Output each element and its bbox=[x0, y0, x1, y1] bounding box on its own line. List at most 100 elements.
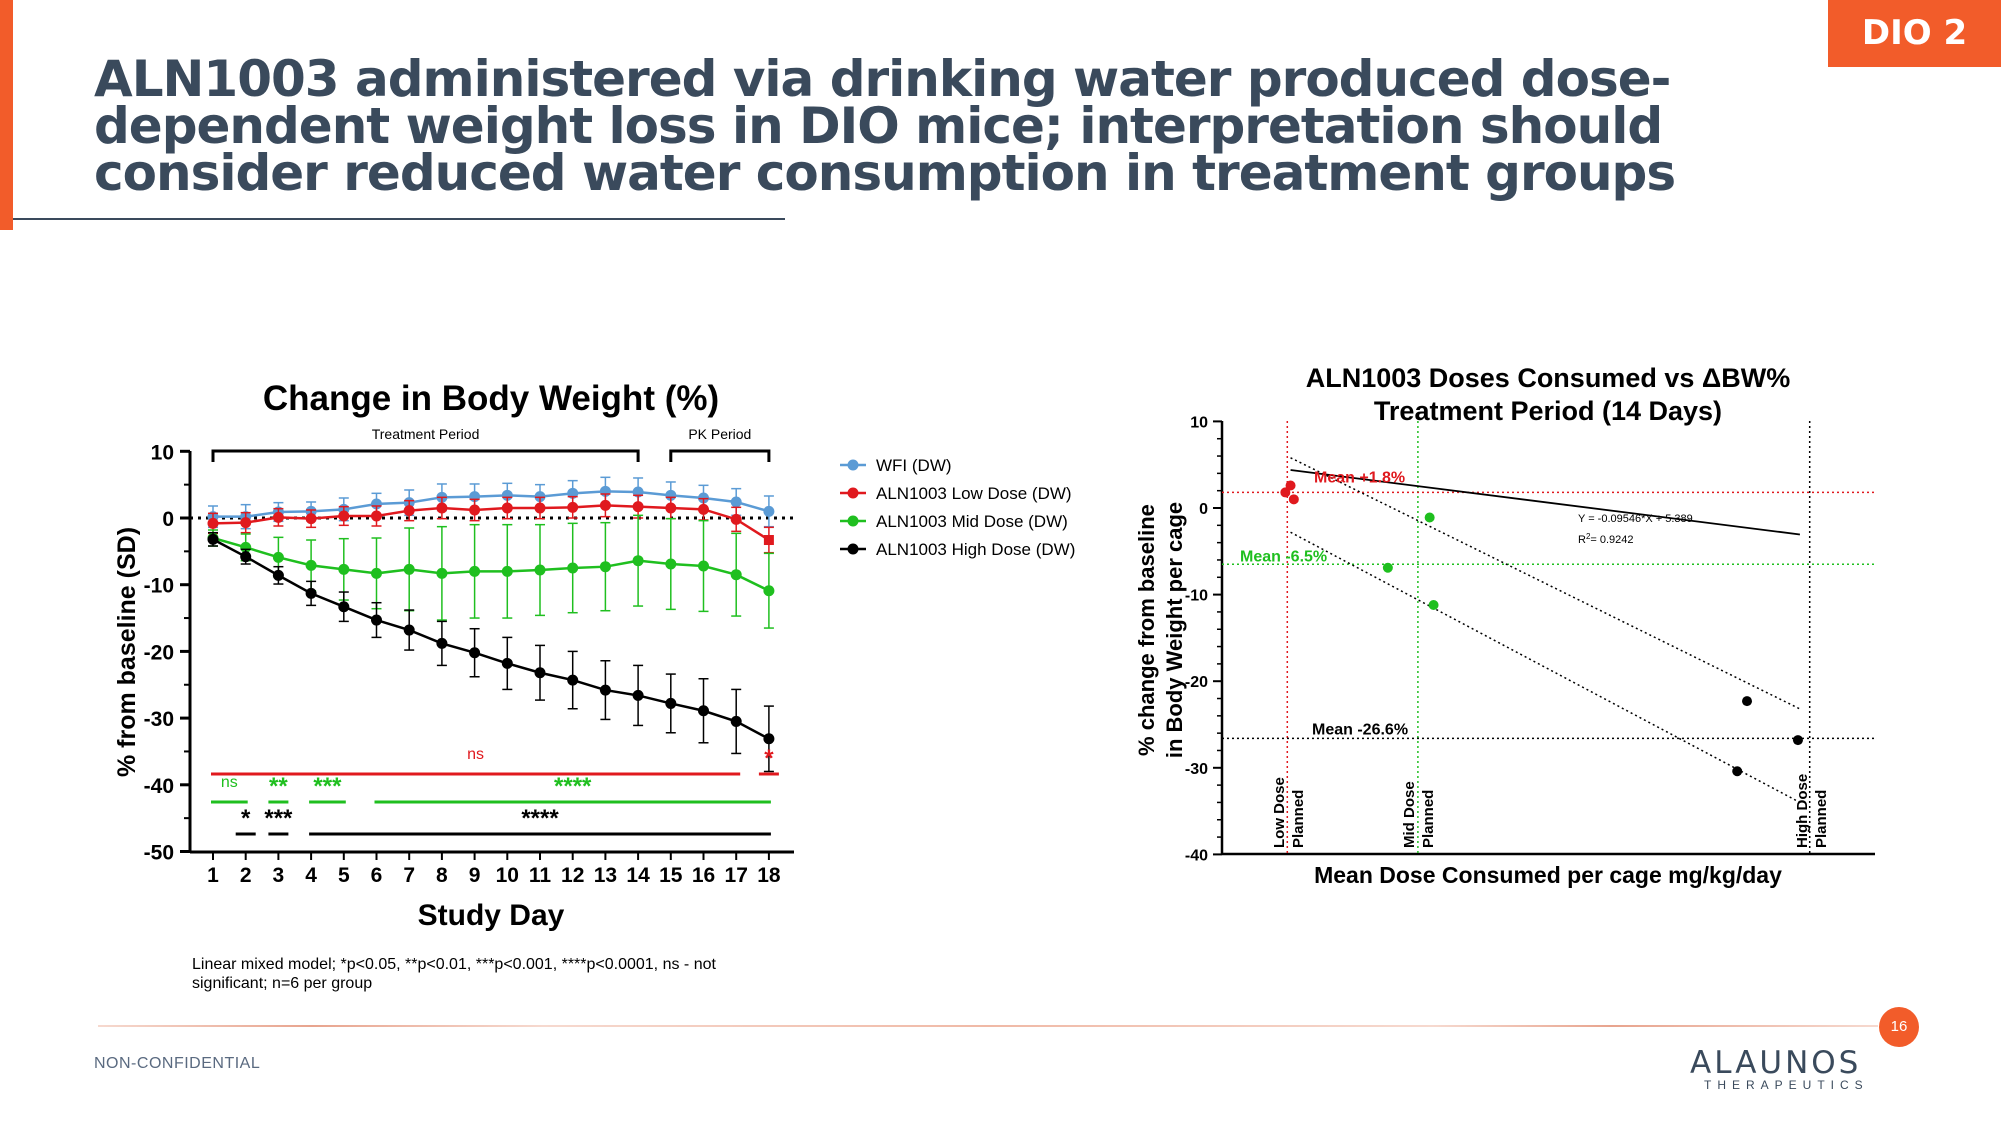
chart2-data-point bbox=[1424, 512, 1435, 523]
chart1-data-point bbox=[501, 502, 513, 514]
chart1-x-tick-label: 7 bbox=[403, 864, 415, 887]
chart2-y-axis-label-line1: % change from baseline bbox=[1134, 504, 1159, 756]
chart1-data-point bbox=[698, 705, 709, 717]
chart1-data-point bbox=[403, 624, 415, 636]
chart2-confidence-upper bbox=[1290, 457, 1801, 710]
chart1-legend-marker bbox=[847, 487, 859, 499]
chart1-data-point bbox=[338, 601, 350, 613]
chart2-y-tick-label: 10 bbox=[1190, 414, 1208, 431]
chart1-y-tick-label: 0 bbox=[162, 508, 174, 531]
chart2-data-point bbox=[1288, 494, 1299, 505]
chart1-data-point bbox=[403, 505, 415, 517]
chart2-planned-label-line2: Planned bbox=[1290, 790, 1307, 848]
chart1-data-point bbox=[240, 551, 252, 563]
chart1-data-point bbox=[305, 559, 317, 571]
chart2-r-squared: R2= 0.9242 bbox=[1578, 532, 1634, 546]
chart2-data-point bbox=[1382, 562, 1393, 573]
chart1-data-point bbox=[665, 502, 677, 514]
chart2-planned-label-line2: Planned bbox=[1420, 790, 1437, 848]
chart1-data-point bbox=[632, 689, 644, 701]
chart2-data-point bbox=[1285, 480, 1296, 491]
chart1-period-bracket bbox=[211, 449, 640, 462]
chart1-x-tick-label: 10 bbox=[496, 864, 519, 887]
chart2-y-tick-label: -20 bbox=[1185, 674, 1208, 691]
chart1-data-point bbox=[763, 585, 775, 597]
chart1-significance-label: **** bbox=[554, 773, 592, 800]
chart1-legend-marker bbox=[847, 459, 859, 471]
chart1-data-point bbox=[730, 513, 742, 525]
chart2-mean-label: Mean +1.8% bbox=[1314, 469, 1405, 486]
chart1-y-tick-label: 10 bbox=[151, 441, 174, 464]
body-weight-chart: Change in Body Weight (%) Study Day % from… bbox=[113, 379, 1075, 932]
chart1-significance-label: ns bbox=[467, 746, 484, 763]
chart1-data-point bbox=[763, 505, 775, 517]
chart1-data-point bbox=[730, 496, 742, 508]
chart1-data-point bbox=[305, 513, 317, 525]
chart1-legend-marker bbox=[847, 515, 859, 527]
chart1-data-point bbox=[698, 503, 709, 515]
chart1-data-point bbox=[436, 567, 448, 579]
chart1-x-tick-label: 12 bbox=[561, 864, 584, 887]
chart1-y-axis-label: % from baseline (SD) bbox=[113, 527, 141, 777]
chart1-significance-label: * bbox=[764, 745, 774, 772]
chart1-data-point bbox=[534, 564, 546, 576]
chart2-title-line1: ALN1003 Doses Consumed vs ΔBW% bbox=[1306, 363, 1791, 393]
chart2-data-point bbox=[1742, 696, 1753, 707]
chart1-x-tick-label: 3 bbox=[273, 864, 285, 887]
chart2-planned-label-line1: Mid Dose bbox=[1401, 781, 1418, 848]
chart1-significance-label: ** bbox=[269, 773, 288, 800]
chart1-data-point bbox=[371, 614, 382, 626]
chart1-data-point bbox=[534, 502, 546, 514]
chart1-data-point bbox=[665, 558, 677, 570]
chart2-data-point bbox=[1732, 766, 1743, 777]
chart1-period-bracket bbox=[669, 449, 771, 462]
chart2-regression-equation: Y = -0.09546*X + 5.389 bbox=[1578, 513, 1693, 525]
page-number: 16 bbox=[1879, 1007, 1919, 1047]
chart2-data-point bbox=[1280, 487, 1291, 498]
chart1-data-point bbox=[599, 561, 611, 573]
chart1-series-line bbox=[212, 538, 770, 740]
chart1-data-point bbox=[730, 715, 742, 727]
chart1-data-point bbox=[469, 565, 481, 577]
chart1-y-tick-label: -10 bbox=[144, 575, 174, 598]
chart1-data-point bbox=[240, 517, 252, 529]
chart1-significance-label: *** bbox=[264, 805, 293, 832]
logo-subtitle: THERAPEUTICS bbox=[1704, 1078, 1869, 1092]
company-logo: ALAUNOS THERAPEUTICS bbox=[1690, 1045, 1870, 1091]
chart2-mean-label: Mean -6.5% bbox=[1240, 548, 1327, 565]
chart1-legend-label: ALN1003 High Dose (DW) bbox=[876, 540, 1075, 559]
chart1-period-label: Treatment Period bbox=[372, 426, 480, 442]
chart1-data-point bbox=[632, 555, 644, 567]
chart1-significance-label: * bbox=[241, 805, 251, 832]
chart1-data-point bbox=[632, 501, 644, 513]
chart2-x-axis-label: Mean Dose Consumed per cage mg/kg/day bbox=[1314, 862, 1782, 888]
chart1-data-point bbox=[272, 569, 284, 581]
chart1-y-tick-label: -40 bbox=[144, 775, 174, 798]
chart1-data-point bbox=[371, 510, 382, 522]
chart2-y-tick-label: -40 bbox=[1185, 847, 1208, 864]
chart1-x-tick-label: 11 bbox=[529, 864, 552, 887]
chart2-y-tick-label: -10 bbox=[1185, 588, 1208, 605]
chart2-confidence-lower bbox=[1290, 531, 1801, 804]
chart1-data-point bbox=[371, 567, 382, 579]
chart1-x-tick-label: 6 bbox=[371, 864, 383, 887]
section-tag: DIO 2 bbox=[1828, 0, 2001, 67]
chart1-data-point bbox=[599, 684, 611, 696]
chart1-data-point bbox=[338, 563, 350, 575]
chart2-y-tick-label: 0 bbox=[1199, 501, 1208, 518]
chart1-x-tick-label: 5 bbox=[338, 864, 350, 887]
logo-wordmark: ALAUNOS bbox=[1690, 1045, 1862, 1081]
chart1-x-axis-label: Study Day bbox=[418, 899, 565, 932]
chart1-title: Change in Body Weight (%) bbox=[263, 379, 719, 418]
chart1-data-point bbox=[207, 533, 219, 545]
dose-vs-weight-chart: ALN1003 Doses Consumed vs ΔBW%Treatment … bbox=[1134, 363, 1875, 888]
chart2-y-tick-label: -30 bbox=[1185, 761, 1208, 778]
chart1-y-tick-label: -50 bbox=[144, 842, 174, 865]
chart2-y-axis-label-line2: in Body Weight per cage bbox=[1162, 502, 1187, 758]
chart1-data-point bbox=[698, 560, 709, 572]
chart1-x-tick-label: 8 bbox=[436, 864, 448, 887]
chart1-x-tick-label: 17 bbox=[725, 864, 748, 887]
chart1-data-point bbox=[207, 517, 219, 529]
chart1-significance-label: ns bbox=[221, 774, 238, 791]
chart2-data-point bbox=[1428, 599, 1439, 610]
